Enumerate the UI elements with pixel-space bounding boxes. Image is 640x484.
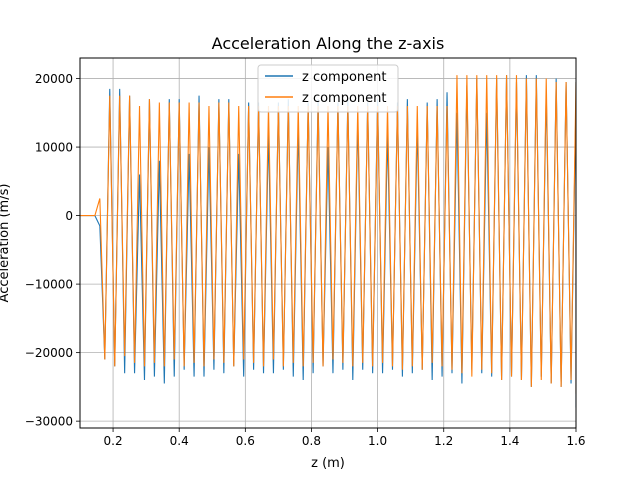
legend-label-1: z component [302, 91, 387, 106]
y-tick-label: 10000 [35, 141, 73, 155]
y-tick-label: 0 [65, 209, 73, 223]
x-tick-label: 1.0 [368, 434, 387, 448]
x-axis-label: z (m) [311, 456, 345, 471]
x-tick-label: 0.2 [104, 434, 123, 448]
y-tick-label: −30000 [25, 415, 73, 429]
x-axis: 0.2 0.4 0.6 0.8 1.0 1.2 1.4 1.6 [104, 428, 586, 448]
x-tick-label: 1.4 [500, 434, 519, 448]
x-tick-label: 0.6 [236, 434, 255, 448]
y-tick-label: −10000 [25, 278, 73, 292]
x-tick-label: 0.8 [302, 434, 321, 448]
chart-title: Acceleration Along the z-axis [212, 34, 445, 53]
y-tick-label: 20000 [35, 72, 73, 86]
y-tick-label: −20000 [25, 346, 73, 360]
y-axis: −30000 −20000 −10000 0 10000 20000 [25, 72, 80, 429]
plot-frame [79, 57, 577, 429]
legend: z component z component [257, 64, 399, 113]
legend-label-0: z component [302, 70, 387, 85]
y-axis-label: Acceleration (m/s) [0, 184, 12, 303]
x-tick-label: 1.2 [434, 434, 453, 448]
series-line-1 [80, 75, 576, 394]
x-tick-label: 0.4 [170, 434, 189, 448]
series-layer [80, 75, 576, 408]
x-tick-label: 1.6 [566, 434, 585, 448]
